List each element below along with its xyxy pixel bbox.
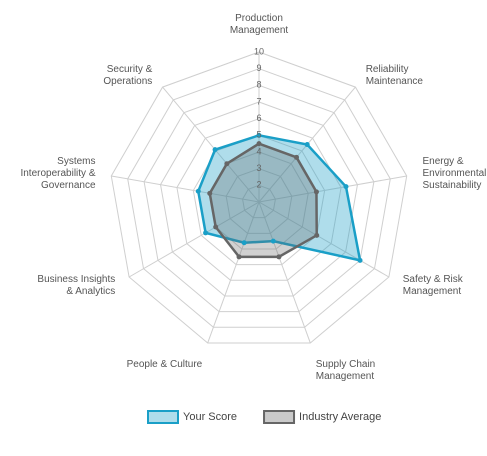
spoke xyxy=(258,201,390,278)
series-area xyxy=(208,142,318,259)
tick-label: 2 xyxy=(256,180,261,190)
axis-label: Security & Operations xyxy=(103,63,152,86)
legend-label: Industry Average xyxy=(299,411,381,423)
data-point xyxy=(207,190,213,196)
tick-label: 4 xyxy=(256,146,261,156)
grid-ring xyxy=(242,184,276,219)
data-point xyxy=(293,154,299,160)
data-point xyxy=(203,230,209,236)
spoke xyxy=(162,86,260,203)
data-point xyxy=(357,257,363,263)
grid-ring xyxy=(176,118,342,281)
series-area xyxy=(196,134,362,262)
axis-label: Reliability Maintenance xyxy=(366,63,424,86)
axis-label: Production Management xyxy=(230,13,289,36)
spoke xyxy=(111,175,260,203)
tick-label: 5 xyxy=(256,130,261,140)
data-point xyxy=(241,240,247,246)
data-point xyxy=(276,254,282,260)
grid-ring xyxy=(159,101,359,297)
data-point xyxy=(313,189,319,195)
tick-label: 7 xyxy=(256,96,261,106)
data-point xyxy=(314,232,320,238)
spoke xyxy=(258,201,311,344)
spoke xyxy=(258,175,407,203)
grid-ring xyxy=(127,68,391,328)
data-point xyxy=(270,238,276,244)
axis-label: Energy & Environmental Sustainability xyxy=(422,156,486,191)
data-point xyxy=(224,161,230,167)
data-point xyxy=(236,254,242,260)
tick-label: 10 xyxy=(254,46,264,56)
data-point xyxy=(304,142,310,148)
grid-ring xyxy=(225,168,293,234)
data-point xyxy=(195,188,201,194)
axis-label: Systems Interoperability & Governance xyxy=(20,156,95,191)
legend-swatch xyxy=(147,410,179,424)
spoke xyxy=(207,201,260,344)
spoke xyxy=(128,201,260,278)
grid-ring xyxy=(192,134,326,266)
data-point xyxy=(343,184,349,190)
grid-ring xyxy=(110,51,408,344)
axis-label: Business Insights & Analytics xyxy=(37,274,115,297)
data-point xyxy=(212,147,218,153)
tick-label: 3 xyxy=(256,163,261,173)
tick-label: 8 xyxy=(256,80,261,90)
axis-label: People & Culture xyxy=(127,359,203,370)
data-point xyxy=(256,141,262,147)
legend-swatch xyxy=(263,410,296,424)
legend-label: Your Score xyxy=(183,411,237,423)
axis-label: Safety & Risk Management xyxy=(403,274,464,297)
tick-label: 6 xyxy=(256,113,261,123)
grid-ring xyxy=(143,84,375,313)
tick-label: 9 xyxy=(256,63,261,73)
axis-label: Supply Chain Management xyxy=(316,359,375,382)
data-point xyxy=(213,224,219,230)
data-point xyxy=(256,132,262,138)
